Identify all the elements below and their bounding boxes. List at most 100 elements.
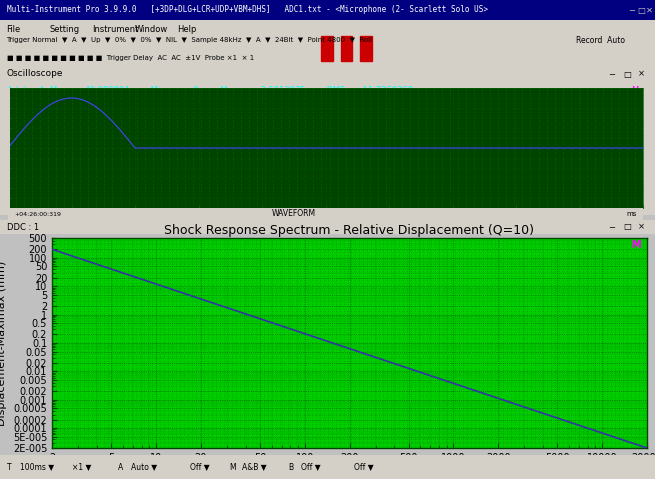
Point bbox=[135, 374, 145, 381]
Point bbox=[50, 433, 61, 440]
Point bbox=[381, 202, 391, 209]
Point bbox=[19, 136, 29, 143]
Point bbox=[446, 237, 457, 244]
Point bbox=[394, 253, 405, 261]
Point bbox=[3, 96, 13, 104]
Point bbox=[442, 359, 453, 367]
Point bbox=[438, 435, 449, 443]
Point bbox=[166, 357, 177, 365]
Point bbox=[143, 298, 153, 306]
Point bbox=[263, 312, 273, 319]
Point bbox=[446, 303, 457, 310]
Point bbox=[388, 182, 399, 190]
Point bbox=[534, 326, 544, 334]
Point bbox=[322, 416, 333, 423]
Point bbox=[274, 433, 285, 440]
Point bbox=[47, 246, 57, 253]
Point bbox=[115, 305, 125, 313]
Point bbox=[172, 180, 182, 187]
Point bbox=[162, 354, 173, 362]
Point bbox=[332, 204, 343, 212]
Point bbox=[174, 433, 185, 440]
Point bbox=[610, 293, 620, 301]
Point bbox=[59, 162, 69, 170]
Point bbox=[474, 267, 485, 275]
Point bbox=[246, 312, 257, 319]
Point bbox=[458, 357, 468, 365]
Point bbox=[63, 341, 73, 348]
Point bbox=[111, 241, 121, 249]
Point bbox=[55, 241, 66, 249]
Point bbox=[86, 359, 97, 367]
Point bbox=[83, 341, 93, 348]
Point bbox=[212, 199, 222, 207]
Point bbox=[390, 369, 401, 376]
Point bbox=[219, 329, 229, 336]
Point bbox=[477, 111, 487, 119]
Point bbox=[51, 136, 62, 143]
Point bbox=[370, 237, 381, 244]
Point bbox=[626, 274, 636, 282]
Point bbox=[274, 416, 285, 423]
Point bbox=[381, 131, 391, 138]
Point bbox=[586, 338, 596, 346]
Point bbox=[514, 366, 525, 374]
Point bbox=[554, 310, 565, 318]
Point bbox=[454, 281, 464, 289]
Point bbox=[498, 288, 508, 296]
Point bbox=[139, 385, 149, 393]
Point bbox=[477, 91, 487, 99]
Point bbox=[638, 333, 648, 341]
Point bbox=[618, 305, 628, 313]
Point bbox=[378, 317, 388, 324]
Point bbox=[179, 397, 189, 405]
Point bbox=[622, 341, 632, 348]
Point bbox=[67, 366, 77, 374]
Point bbox=[139, 244, 149, 251]
Point bbox=[322, 374, 333, 381]
Point bbox=[290, 345, 301, 353]
Point bbox=[574, 143, 584, 150]
Point bbox=[234, 371, 245, 379]
Point bbox=[364, 162, 375, 170]
Point bbox=[268, 140, 278, 148]
Point bbox=[366, 411, 377, 419]
Point bbox=[246, 331, 257, 339]
Point bbox=[486, 402, 496, 410]
Point bbox=[358, 347, 369, 355]
Point bbox=[434, 444, 445, 452]
Point bbox=[252, 148, 263, 156]
Point bbox=[170, 248, 181, 256]
Point bbox=[638, 118, 648, 126]
Point bbox=[268, 128, 278, 136]
Point bbox=[99, 244, 109, 251]
Point bbox=[298, 244, 309, 251]
Point bbox=[47, 413, 57, 421]
Point bbox=[103, 321, 113, 329]
Point bbox=[130, 277, 141, 285]
Point bbox=[557, 182, 568, 190]
Point bbox=[414, 253, 424, 261]
Point bbox=[642, 291, 652, 298]
Point bbox=[586, 397, 596, 405]
Point bbox=[119, 255, 129, 263]
Point bbox=[378, 435, 388, 443]
Point bbox=[510, 380, 521, 388]
Point bbox=[162, 298, 173, 306]
Point bbox=[286, 241, 297, 249]
Point bbox=[107, 133, 118, 141]
Point bbox=[510, 409, 521, 416]
Point bbox=[228, 148, 238, 156]
Point bbox=[202, 298, 213, 306]
Point bbox=[582, 364, 592, 372]
Point bbox=[486, 439, 496, 447]
Point bbox=[378, 397, 388, 405]
Point bbox=[234, 255, 245, 263]
Point bbox=[206, 326, 217, 334]
Point bbox=[470, 423, 481, 431]
Point bbox=[442, 352, 453, 360]
Point bbox=[195, 260, 205, 268]
Point bbox=[126, 411, 137, 419]
Point bbox=[183, 397, 193, 405]
Point bbox=[107, 342, 117, 350]
